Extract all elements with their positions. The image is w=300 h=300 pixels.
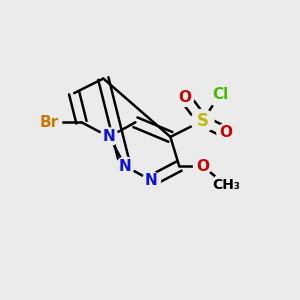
Text: O: O (196, 158, 209, 173)
Text: CH₃: CH₃ (212, 178, 240, 192)
Circle shape (208, 82, 232, 107)
Circle shape (217, 124, 235, 142)
Circle shape (100, 128, 118, 146)
Text: Br: Br (40, 115, 59, 130)
Text: S: S (196, 112, 208, 130)
Circle shape (213, 172, 239, 198)
Circle shape (142, 172, 160, 190)
Circle shape (176, 88, 194, 106)
Circle shape (116, 157, 134, 175)
Text: O: O (178, 90, 191, 105)
Text: N: N (145, 173, 158, 188)
Circle shape (191, 110, 214, 132)
Text: O: O (219, 125, 232, 140)
Circle shape (194, 157, 211, 175)
Text: N: N (103, 129, 116, 144)
Text: N: N (119, 158, 132, 173)
Text: Cl: Cl (212, 87, 228, 102)
Circle shape (37, 110, 62, 134)
